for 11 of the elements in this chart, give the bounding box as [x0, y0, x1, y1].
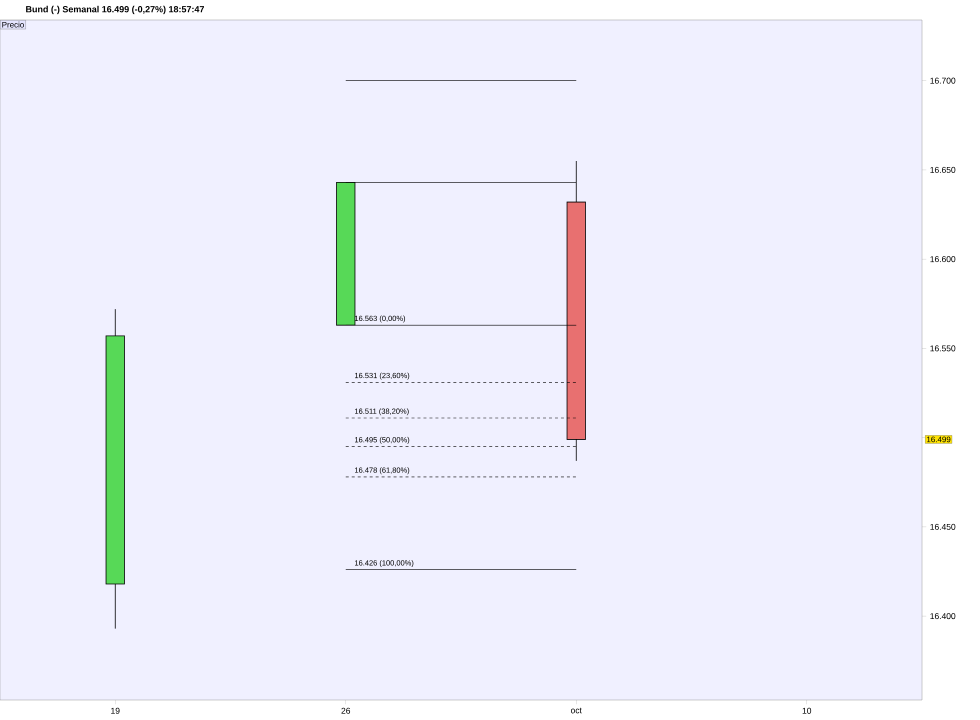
x-tick-label: 19	[111, 708, 120, 714]
y-tick-label: 16.400	[930, 613, 956, 620]
x-tick-label: 26	[341, 708, 350, 714]
y-tick-label: 16.550	[930, 345, 956, 352]
y-tick-label: 16.450	[930, 524, 956, 530]
y-tick-label: 16.650	[930, 166, 956, 173]
y-tick-label: 16.600	[930, 256, 956, 262]
chart-title: Bund (-) Semanal 16.499 (-0,27%) 18:57:47	[26, 6, 204, 14]
y-tick-label: 16.700	[930, 78, 956, 84]
x-tick-label: oct	[570, 708, 582, 714]
x-tick-label: 10	[802, 708, 812, 714]
